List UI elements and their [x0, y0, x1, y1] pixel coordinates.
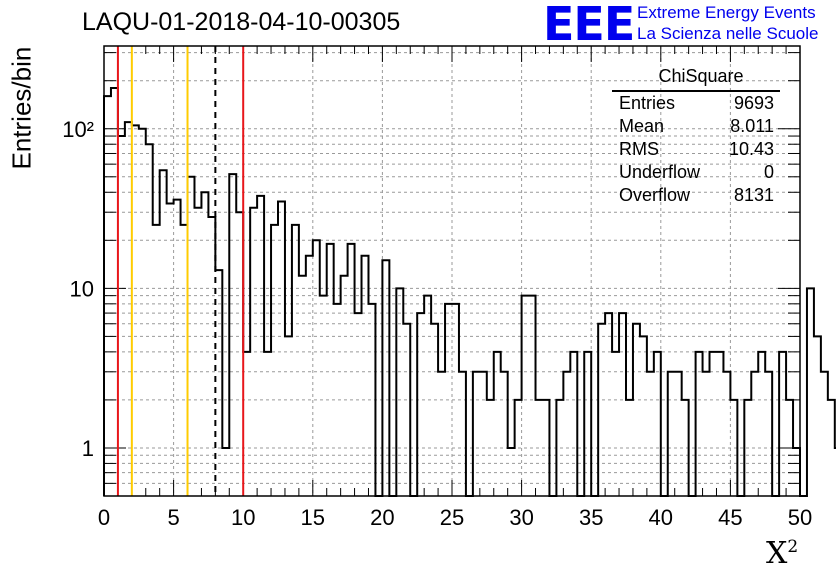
- logo-line-2: La Scienza nelle Scuole: [637, 24, 819, 43]
- tick-labels: 0 5 10 15 20 25 30 35 40 45 50 1 10 10²: [62, 117, 812, 530]
- stats-row-overflow: Overflow 8131: [612, 185, 780, 208]
- logo-text: Extreme Energy Events La Scienza nelle S…: [637, 2, 818, 44]
- logo-line-1: Extreme Energy Events: [637, 3, 816, 22]
- stats-box: ChiSquare Entries 9693 Mean 8.011 RMS 10.43…: [612, 66, 780, 208]
- x-tick-label: 5: [167, 505, 179, 530]
- stats-label: Overflow: [619, 185, 691, 205]
- x-tick-label: 25: [440, 505, 464, 530]
- stats-value: 10.43: [728, 139, 774, 159]
- stats-row-entries: Entries 9693: [612, 93, 780, 116]
- x-tick-label: 10: [231, 505, 255, 530]
- stats-value: 8131: [733, 185, 774, 205]
- stats-title: ChiSquare: [612, 66, 780, 92]
- histogram-series: [103, 87, 836, 497]
- x-tick-label: 50: [788, 505, 812, 530]
- stats-row-mean: Mean 8.011: [612, 116, 780, 139]
- x-tick-label: 20: [370, 505, 394, 530]
- x-tick-label: 40: [649, 505, 673, 530]
- plot-frame: [103, 45, 801, 497]
- reference-lines: [116, 46, 245, 496]
- stats-row-rms: RMS 10.43: [612, 139, 780, 162]
- y-tick-label: 10²: [62, 117, 94, 142]
- stats-label: Underflow: [619, 162, 701, 182]
- stats-label: RMS: [619, 139, 659, 159]
- x-tick-label: 0: [98, 505, 110, 530]
- x-tick-label: 15: [301, 505, 325, 530]
- stats-value: 0: [763, 162, 774, 182]
- stats-value: 9693: [733, 93, 774, 113]
- chart-title: LAQU-01-2018-04-10-00305: [82, 8, 401, 36]
- x-axis-label: X2: [766, 536, 799, 571]
- x-tick-label: 30: [509, 505, 533, 530]
- x-tick-label: 45: [718, 505, 742, 530]
- y-tick-label: 10: [70, 276, 94, 301]
- y-tick-label: 1: [82, 436, 94, 461]
- stats-value: 8.011: [730, 116, 774, 136]
- stats-label: Mean: [619, 116, 665, 136]
- grid-lines: [104, 46, 800, 496]
- stats-label: Entries: [619, 93, 676, 113]
- x-tick-label: 35: [579, 505, 603, 530]
- stats-row-underflow: Underflow 0: [612, 162, 780, 185]
- eee-logo: EEE: [543, 0, 635, 51]
- y-axis-label: Entries/bin: [6, 46, 37, 170]
